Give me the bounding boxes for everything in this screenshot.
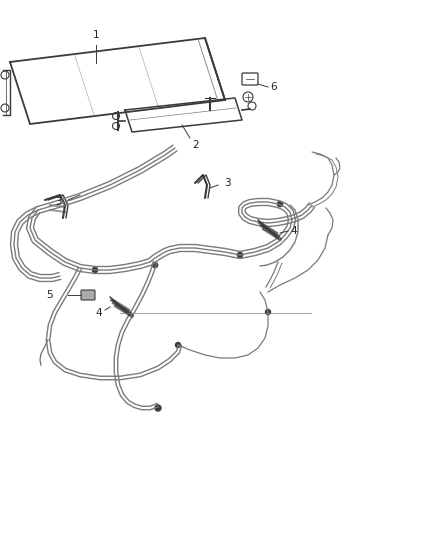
Text: 3: 3 (55, 197, 62, 207)
Circle shape (155, 405, 161, 411)
Text: 4: 4 (95, 308, 102, 318)
Text: 2: 2 (192, 140, 198, 150)
Circle shape (152, 262, 158, 268)
Text: 6: 6 (270, 82, 277, 92)
Circle shape (265, 310, 271, 314)
Text: 4: 4 (290, 226, 297, 236)
FancyBboxPatch shape (81, 290, 95, 300)
Circle shape (237, 252, 243, 258)
Text: 5: 5 (46, 290, 53, 300)
Circle shape (176, 343, 180, 348)
Text: 1: 1 (93, 30, 99, 40)
Circle shape (277, 201, 283, 207)
Text: 3: 3 (224, 178, 231, 188)
Circle shape (92, 267, 98, 273)
